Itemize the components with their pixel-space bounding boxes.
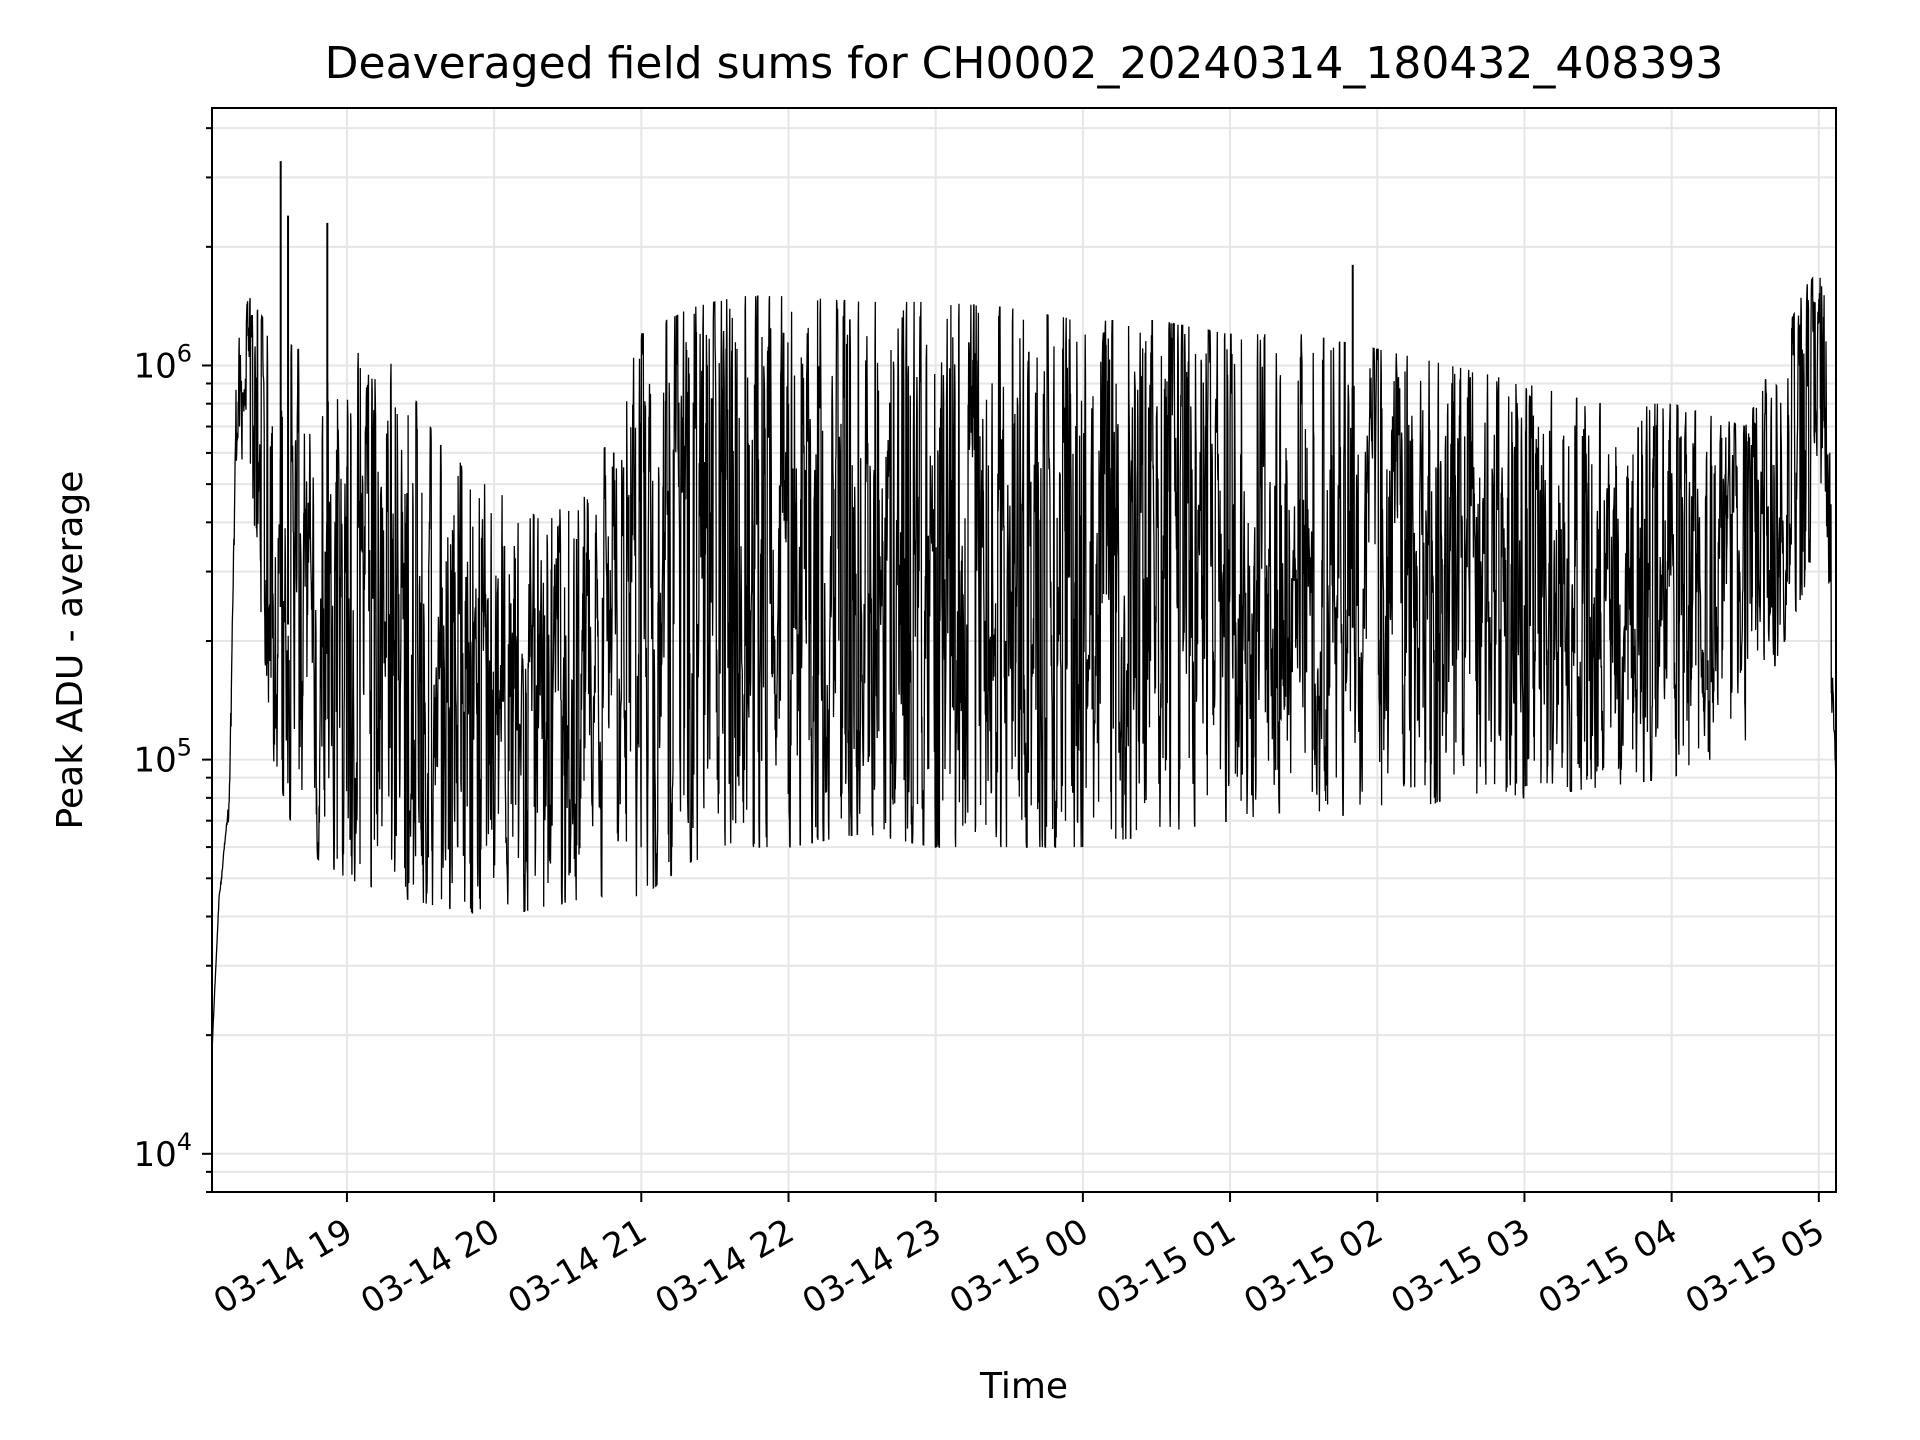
y-axis: 104 105 106 (133, 127, 212, 1193)
y-tick-label: 104 (133, 1128, 192, 1175)
y-axis-label: Peak ADU - average (50, 471, 91, 830)
plot-frame (211, 107, 1837, 1193)
y-tick-label: 105 (133, 734, 192, 781)
plot-area (212, 161, 1836, 1054)
y-tick-label: 106 (133, 339, 192, 386)
series-path (212, 276, 1836, 1054)
chart-title: Deaveraged field sums for CH0002_2024031… (325, 38, 1724, 89)
series-line (212, 161, 1836, 1054)
x-axis-label: Time (979, 1366, 1068, 1407)
